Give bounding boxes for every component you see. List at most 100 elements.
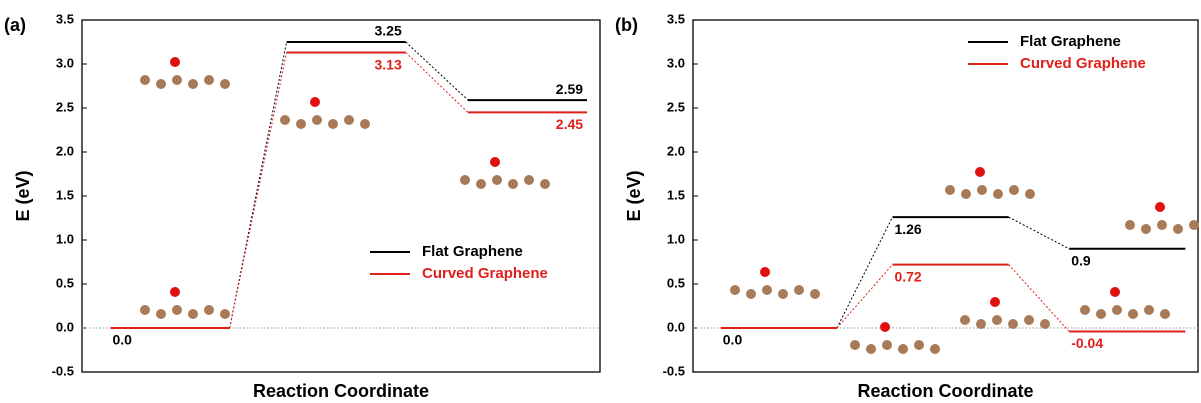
connector	[229, 52, 288, 329]
atom	[760, 267, 770, 277]
value-label: 0.9	[1071, 253, 1091, 269]
atom	[344, 115, 354, 125]
atom	[140, 75, 150, 85]
value-label: 1.26	[894, 221, 921, 237]
atom	[762, 285, 772, 295]
y-tick-label: -0.5	[52, 363, 74, 378]
atom	[1025, 189, 1035, 199]
atom	[140, 305, 150, 315]
panel-label: (b)	[615, 15, 638, 35]
y-tick-label: 2.5	[667, 99, 685, 114]
y-tick-label: 3.5	[56, 11, 74, 26]
atom	[492, 175, 502, 185]
atom	[490, 157, 500, 167]
atom	[810, 289, 820, 299]
value-label: 0.0	[112, 332, 132, 348]
atom	[460, 175, 470, 185]
atom	[524, 175, 534, 185]
atom	[1096, 309, 1106, 319]
atom	[188, 79, 198, 89]
y-tick-label: 1.5	[56, 187, 74, 202]
atom	[1024, 315, 1034, 325]
atom	[960, 315, 970, 325]
connector	[836, 264, 893, 329]
atom	[1040, 319, 1050, 329]
value-label: 0.0	[723, 332, 743, 348]
value-label: -0.04	[1071, 335, 1103, 351]
legend-label: Curved Graphene	[422, 265, 548, 282]
connector	[1008, 264, 1070, 332]
atom	[794, 285, 804, 295]
atom	[977, 185, 987, 195]
atom	[280, 115, 290, 125]
atom	[172, 75, 182, 85]
legend-label: Flat Graphene	[1020, 33, 1121, 50]
atom	[880, 322, 890, 332]
y-tick-label: 1.0	[56, 231, 74, 246]
atom	[220, 309, 230, 319]
y-tick-label: 0.5	[667, 275, 685, 290]
atom	[778, 289, 788, 299]
connector	[836, 216, 893, 329]
plot-frame	[81, 19, 601, 373]
y-tick-label: 1.0	[667, 231, 685, 246]
atom	[1009, 185, 1019, 195]
legend-label: Curved Graphene	[1020, 55, 1146, 72]
x-axis-label: Reaction Coordinate	[253, 381, 429, 401]
atom	[1112, 305, 1122, 315]
panel-label: (a)	[4, 15, 26, 35]
atom	[976, 319, 986, 329]
y-tick-label: 2.0	[667, 143, 685, 158]
atom	[328, 119, 338, 129]
atom	[1125, 220, 1135, 230]
atom	[360, 119, 370, 129]
atom	[156, 309, 166, 319]
atom	[1008, 319, 1018, 329]
y-tick-label: 3.0	[56, 55, 74, 70]
atom	[730, 285, 740, 295]
atom	[476, 179, 486, 189]
atom	[188, 309, 198, 319]
y-tick-label: 2.5	[56, 99, 74, 114]
atom	[945, 185, 955, 195]
connector	[405, 41, 469, 101]
atom	[882, 340, 892, 350]
y-axis-label: E (eV)	[13, 170, 33, 221]
atom	[204, 75, 214, 85]
y-tick-label: 3.0	[667, 55, 685, 70]
atom	[296, 119, 306, 129]
y-tick-label: 3.5	[667, 11, 685, 26]
y-axis-label: E (eV)	[624, 170, 644, 221]
y-tick-label: 0.0	[667, 319, 685, 334]
value-label: 2.45	[556, 116, 583, 132]
y-tick-label: 0.5	[56, 275, 74, 290]
y-tick-label: -0.5	[663, 363, 685, 378]
atom	[930, 344, 940, 354]
connector	[1008, 216, 1070, 250]
plot-frame	[692, 19, 1199, 373]
connector	[405, 52, 469, 113]
atom	[170, 57, 180, 67]
atom	[156, 79, 166, 89]
x-axis-label: Reaction Coordinate	[857, 381, 1033, 401]
atom	[975, 167, 985, 177]
y-tick-label: 0.0	[56, 319, 74, 334]
atom	[172, 305, 182, 315]
legend-label: Flat Graphene	[422, 243, 523, 260]
atom	[990, 297, 1000, 307]
atom	[312, 115, 322, 125]
atom	[204, 305, 214, 315]
atom	[310, 97, 320, 107]
atom	[1080, 305, 1090, 315]
atom	[866, 344, 876, 354]
atom	[1144, 305, 1154, 315]
value-label: 3.13	[375, 56, 402, 72]
atom	[540, 179, 550, 189]
atom	[170, 287, 180, 297]
y-tick-label: 2.0	[56, 143, 74, 158]
atom	[961, 189, 971, 199]
atom	[1160, 309, 1170, 319]
atom	[1128, 309, 1138, 319]
value-label: 0.72	[894, 268, 921, 284]
